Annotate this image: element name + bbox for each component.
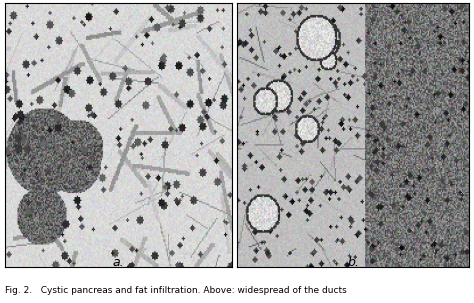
Text: a.: a. [113, 256, 124, 268]
Text: Fig. 2.   Cystic pancreas and fat infiltration. Above: widespread of the ducts: Fig. 2. Cystic pancreas and fat infiltra… [5, 286, 346, 295]
Text: b.: b. [347, 256, 359, 268]
